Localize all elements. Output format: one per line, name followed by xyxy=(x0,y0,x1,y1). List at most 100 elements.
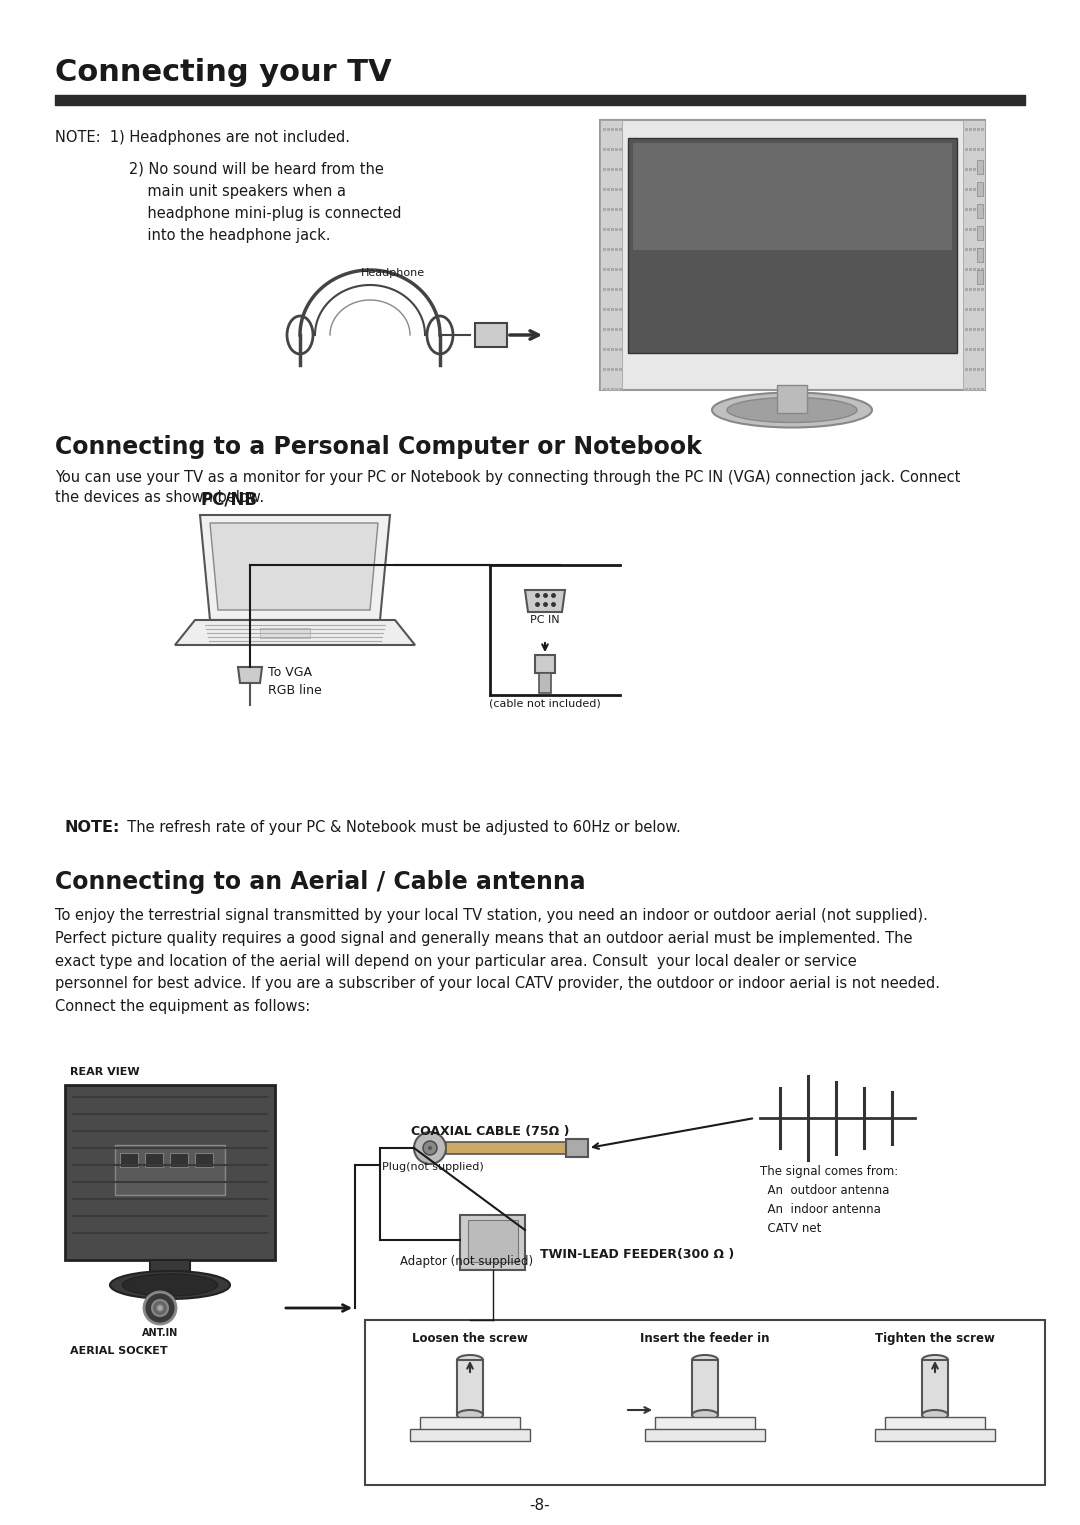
Bar xyxy=(633,143,951,250)
Bar xyxy=(966,229,968,230)
Bar xyxy=(607,268,610,271)
Bar xyxy=(963,120,985,390)
Bar xyxy=(981,229,984,230)
Bar xyxy=(603,207,606,210)
Bar xyxy=(969,207,972,210)
Bar xyxy=(966,148,968,151)
Bar xyxy=(611,268,615,271)
Bar xyxy=(973,168,976,171)
Bar xyxy=(607,288,610,291)
Text: PC/NB: PC/NB xyxy=(200,490,257,508)
Bar xyxy=(966,328,968,331)
Circle shape xyxy=(152,1299,168,1316)
Bar xyxy=(966,207,968,210)
Bar xyxy=(170,1153,188,1167)
Bar xyxy=(615,128,618,131)
Polygon shape xyxy=(238,666,262,683)
Bar xyxy=(600,120,985,390)
Bar xyxy=(603,288,606,291)
Bar xyxy=(969,268,972,271)
Text: AERIAL SOCKET: AERIAL SOCKET xyxy=(70,1347,167,1356)
Bar xyxy=(535,656,555,673)
Bar xyxy=(969,128,972,131)
Bar xyxy=(607,328,610,331)
Bar xyxy=(627,137,957,352)
Bar xyxy=(566,1139,588,1157)
Bar xyxy=(977,148,980,151)
Bar xyxy=(981,268,984,271)
Text: COAXIAL CABLE (75Ω ): COAXIAL CABLE (75Ω ) xyxy=(410,1125,569,1138)
Bar xyxy=(969,168,972,171)
Bar xyxy=(460,1215,525,1270)
Bar xyxy=(977,249,983,262)
Bar xyxy=(619,229,622,230)
Text: NOTE:  1) Headphones are not included.: NOTE: 1) Headphones are not included. xyxy=(55,130,350,145)
Bar xyxy=(603,348,606,351)
Bar xyxy=(603,387,606,390)
Text: Headphone: Headphone xyxy=(361,268,426,278)
Bar xyxy=(603,328,606,331)
Ellipse shape xyxy=(110,1270,230,1299)
Bar xyxy=(977,270,983,284)
Bar xyxy=(981,288,984,291)
Bar xyxy=(615,308,618,311)
Circle shape xyxy=(428,1145,432,1150)
Bar xyxy=(966,249,968,252)
Bar xyxy=(619,368,622,371)
Bar xyxy=(611,168,615,171)
Bar xyxy=(260,628,310,637)
Bar xyxy=(619,148,622,151)
Bar xyxy=(607,387,610,390)
Circle shape xyxy=(157,1305,163,1311)
Bar xyxy=(981,207,984,210)
Bar xyxy=(981,387,984,390)
Bar xyxy=(966,368,968,371)
Text: PC IN: PC IN xyxy=(530,615,559,625)
Text: The refresh rate of your PC & Notebook must be adjusted to 60Hz or below.: The refresh rate of your PC & Notebook m… xyxy=(118,820,680,836)
Bar xyxy=(615,249,618,252)
Bar xyxy=(607,308,610,311)
Bar xyxy=(611,288,615,291)
Bar xyxy=(875,1429,995,1441)
Bar xyxy=(611,308,615,311)
Bar xyxy=(977,328,980,331)
Bar xyxy=(607,128,610,131)
Bar xyxy=(981,348,984,351)
Bar xyxy=(619,128,622,131)
Text: NOTE:: NOTE: xyxy=(65,820,120,836)
Text: TWIN-LEAD FEEDER(300 Ω ): TWIN-LEAD FEEDER(300 Ω ) xyxy=(540,1247,734,1261)
Bar xyxy=(966,387,968,390)
Text: (cable not included): (cable not included) xyxy=(489,698,600,708)
Bar xyxy=(365,1321,1045,1485)
Bar xyxy=(145,1153,163,1167)
Bar xyxy=(120,1153,138,1167)
Bar xyxy=(600,120,622,390)
Bar xyxy=(615,229,618,230)
Bar xyxy=(922,1360,948,1415)
Text: Tighten the screw: Tighten the screw xyxy=(875,1331,995,1345)
Bar xyxy=(195,1153,213,1167)
Bar xyxy=(981,328,984,331)
Bar xyxy=(973,128,976,131)
Bar xyxy=(607,168,610,171)
Bar xyxy=(615,348,618,351)
Bar xyxy=(611,128,615,131)
Bar xyxy=(603,188,606,191)
Bar xyxy=(973,207,976,210)
Text: main unit speakers when a: main unit speakers when a xyxy=(114,185,346,198)
Bar xyxy=(977,226,983,239)
Bar xyxy=(969,348,972,351)
Bar xyxy=(977,268,980,271)
Bar xyxy=(114,1145,225,1196)
Bar xyxy=(611,368,615,371)
Text: headphone mini-plug is connected: headphone mini-plug is connected xyxy=(114,206,402,221)
Ellipse shape xyxy=(692,1411,718,1420)
Ellipse shape xyxy=(287,316,313,354)
Bar xyxy=(973,387,976,390)
Bar xyxy=(603,168,606,171)
Text: 2) No sound will be heard from the: 2) No sound will be heard from the xyxy=(114,162,383,177)
Bar xyxy=(973,308,976,311)
Circle shape xyxy=(414,1132,446,1164)
Ellipse shape xyxy=(122,1273,217,1296)
Bar xyxy=(969,249,972,252)
